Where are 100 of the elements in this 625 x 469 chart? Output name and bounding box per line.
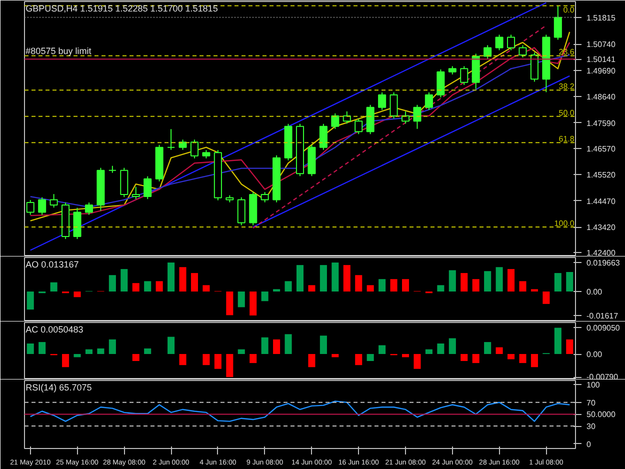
bar	[296, 265, 304, 292]
bar	[74, 292, 81, 298]
y-tick-label: 1.49690	[586, 66, 616, 76]
candlestick	[507, 34, 516, 51]
bar	[26, 292, 34, 310]
bar	[402, 279, 410, 292]
bar	[472, 279, 480, 292]
bar	[460, 273, 468, 292]
bar	[508, 269, 515, 292]
bar	[519, 354, 526, 364]
bar	[554, 273, 562, 292]
bar	[542, 292, 550, 304]
bar	[85, 349, 92, 354]
bar	[530, 289, 538, 292]
annotation: 61.8	[558, 134, 575, 144]
bar	[273, 339, 280, 354]
bar	[437, 285, 444, 292]
bar	[179, 354, 186, 366]
y-tick-label: 1.44470	[586, 196, 616, 206]
candlestick	[50, 194, 58, 208]
candlestick	[132, 186, 140, 200]
y-tick-label: 1.43420	[586, 223, 616, 232]
candlestick	[354, 118, 363, 135]
bar	[238, 349, 245, 354]
bar	[97, 348, 104, 354]
y-tick-label: 0.019663	[586, 258, 620, 268]
candlestick	[436, 68, 445, 98]
candlestick	[84, 202, 93, 216]
bar	[496, 347, 503, 354]
bar	[108, 339, 116, 354]
annotation: 100.0	[554, 219, 575, 228]
bar	[554, 328, 562, 354]
bar	[308, 285, 316, 292]
line-series	[30, 400, 570, 422]
candlestick	[518, 44, 527, 58]
candlestick	[38, 196, 46, 216]
bar	[366, 285, 374, 292]
y-tick-label: 0.00	[586, 350, 603, 359]
y-tick-label: 1.50141	[586, 55, 616, 64]
bar	[26, 344, 34, 354]
bar	[390, 279, 398, 292]
y-tick-label: 0.009050	[586, 324, 620, 333]
candlestick	[378, 92, 386, 110]
annotation: 50.0	[558, 108, 575, 118]
bar	[214, 354, 222, 369]
bar	[448, 270, 456, 292]
candlestick	[178, 139, 187, 150]
annotation: 0.0	[563, 6, 575, 15]
bar	[273, 289, 280, 292]
bar	[460, 354, 468, 361]
candlestick	[144, 176, 152, 200]
bar	[332, 354, 339, 358]
candlestick	[190, 139, 199, 159]
ref-line-label: #80575 buy limit	[26, 46, 92, 56]
bar	[284, 281, 292, 292]
bar	[62, 354, 70, 368]
bar	[74, 354, 81, 358]
candlestick	[260, 192, 269, 203]
y-tick-label: 0.00	[586, 288, 603, 297]
candlestick	[167, 128, 176, 150]
y-tick-label: 1.42400	[586, 248, 616, 258]
candlestick	[237, 196, 246, 226]
bar	[250, 292, 257, 316]
bar	[530, 354, 538, 368]
y-tick-label: 1.50740	[586, 40, 616, 50]
bar	[320, 265, 327, 292]
bar	[156, 281, 163, 292]
bar	[437, 344, 444, 354]
bar	[566, 339, 574, 354]
bar	[226, 292, 234, 316]
bar	[168, 336, 175, 354]
annotation: 38.2	[558, 82, 575, 92]
y-tick-label: 1.47590	[586, 118, 616, 128]
bar	[355, 275, 362, 292]
y-tick-label: 50.0000	[586, 410, 616, 420]
bar	[38, 342, 46, 354]
bar	[472, 354, 480, 364]
bar	[261, 337, 268, 354]
chart-title: AO 0.013167	[26, 260, 79, 270]
candlestick	[390, 92, 398, 119]
y-tick-label: 30	[586, 422, 596, 432]
bar	[320, 336, 327, 354]
y-tick-label: 70	[586, 398, 596, 408]
bar	[132, 354, 140, 361]
y-tick-label: 100	[586, 380, 600, 390]
bar	[496, 267, 503, 292]
bar	[202, 354, 210, 366]
bar	[144, 348, 152, 354]
bar	[238, 292, 245, 308]
bar	[132, 283, 140, 292]
candlestick	[484, 44, 492, 60]
bar	[484, 271, 492, 292]
bar	[519, 281, 526, 292]
candlestick	[554, 5, 562, 40]
bar	[284, 334, 292, 354]
bar	[108, 275, 116, 292]
bar	[179, 267, 186, 292]
bar	[332, 262, 339, 292]
bar	[508, 354, 515, 360]
chart-title: RSI(14) 65.7075	[26, 382, 92, 392]
